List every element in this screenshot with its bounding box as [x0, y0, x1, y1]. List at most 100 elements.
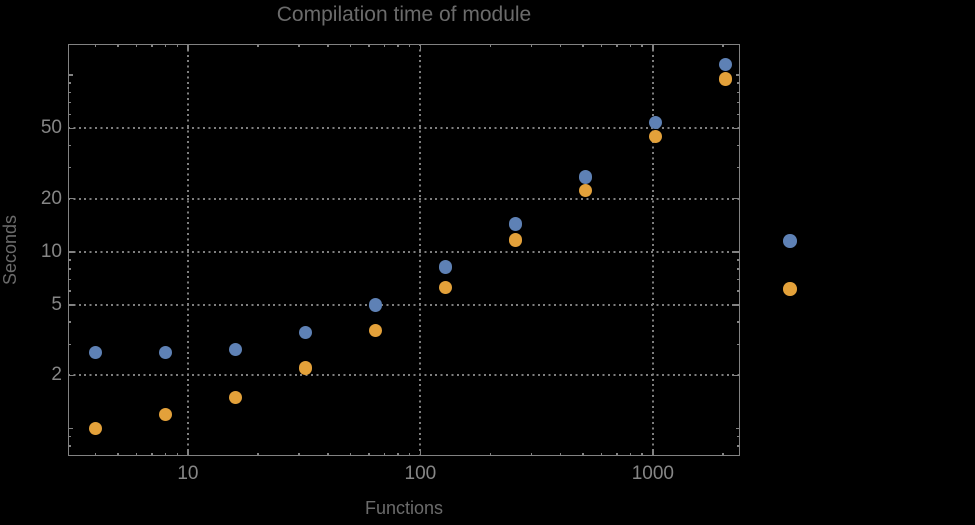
data-point-orange	[648, 129, 663, 144]
x-tick	[652, 450, 654, 456]
y-tick-label: 10	[40, 240, 62, 262]
x-tick	[397, 44, 399, 47]
x-tick-label: 10	[177, 463, 199, 484]
y-tick	[735, 74, 740, 76]
y-tick	[737, 91, 740, 93]
data-point-blue	[158, 345, 173, 360]
y-tick	[68, 278, 71, 280]
legend-marker-orange	[783, 282, 797, 296]
y-tick	[68, 113, 71, 116]
y-tick	[68, 144, 71, 147]
data-point-blue	[648, 115, 663, 130]
y-tick	[737, 101, 740, 104]
x-tick	[151, 453, 153, 456]
y-tick	[68, 290, 71, 292]
y-tick	[735, 427, 740, 430]
x-tick	[176, 44, 178, 47]
data-point-orange	[368, 323, 383, 338]
grid-line-horizontal	[68, 304, 740, 307]
y-tick	[737, 259, 740, 261]
y-tick	[737, 278, 740, 280]
x-tick	[383, 453, 386, 456]
x-tick	[135, 453, 138, 456]
data-point-orange	[718, 72, 732, 86]
y-tick	[68, 101, 71, 104]
data-point-blue	[438, 260, 453, 274]
y-tick	[734, 304, 740, 306]
x-tick	[582, 453, 584, 456]
y-tick	[737, 321, 740, 323]
x-tick	[298, 453, 300, 456]
x-tick	[327, 453, 329, 456]
y-tick	[734, 127, 740, 130]
x-axis-label: Functions	[364, 498, 444, 518]
x-tick	[257, 44, 259, 47]
y-tick	[68, 74, 73, 76]
x-tick	[616, 44, 618, 47]
y-tick	[68, 82, 71, 84]
y-tick	[737, 445, 740, 447]
x-tick	[419, 44, 422, 50]
x-tick	[94, 453, 97, 456]
x-tick	[600, 453, 603, 456]
x-tick	[117, 44, 119, 47]
x-tick	[641, 453, 643, 456]
data-point-blue	[368, 298, 383, 312]
y-tick-label: 5	[51, 294, 62, 316]
grid-line-horizontal	[68, 250, 740, 253]
y-tick	[737, 343, 740, 346]
data-point-orange	[578, 183, 593, 198]
x-tick	[117, 453, 119, 456]
x-tick	[616, 453, 618, 456]
x-tick	[408, 44, 411, 47]
y-tick	[68, 268, 71, 270]
x-tick	[176, 453, 178, 456]
y-tick	[737, 290, 740, 292]
x-tick	[135, 44, 138, 47]
x-tick	[94, 44, 97, 47]
data-point-orange	[228, 390, 243, 405]
y-tick	[737, 166, 740, 169]
x-tick	[397, 453, 399, 456]
y-tick	[734, 197, 740, 200]
y-tick-label: 2	[51, 364, 62, 386]
x-tick	[383, 44, 386, 47]
x-tick	[722, 453, 724, 456]
y-tick	[68, 374, 74, 377]
data-point-blue	[228, 342, 243, 357]
grid-line-horizontal	[68, 197, 740, 200]
x-tick	[298, 44, 300, 47]
x-tick-label: 1000	[631, 463, 674, 484]
x-tick	[349, 44, 352, 47]
grid-line-vertical	[419, 44, 422, 456]
x-tick	[582, 44, 584, 47]
x-tick-label: 100	[404, 463, 437, 484]
grid-line-horizontal	[68, 374, 740, 377]
data-point-orange	[158, 407, 173, 422]
data-point-orange	[298, 361, 313, 375]
y-tick	[68, 197, 74, 200]
x-tick	[151, 44, 153, 47]
y-tick	[68, 91, 71, 93]
y-tick	[68, 304, 74, 306]
y-tick	[68, 435, 71, 438]
x-tick	[187, 44, 189, 50]
x-tick	[559, 453, 562, 456]
chart-title: Compilation time of module	[276, 3, 532, 26]
legend-marker-blue	[783, 234, 797, 248]
x-tick	[489, 453, 492, 456]
x-tick	[629, 44, 632, 47]
y-tick	[734, 374, 740, 377]
grid-line-vertical	[186, 44, 189, 456]
y-tick	[68, 166, 71, 169]
plot-frame	[68, 44, 740, 456]
x-tick	[327, 44, 329, 47]
y-tick	[737, 144, 740, 147]
data-point-orange	[88, 421, 103, 436]
y-tick	[68, 445, 71, 447]
x-tick	[164, 453, 167, 456]
x-tick	[530, 44, 533, 47]
x-tick	[419, 450, 422, 456]
y-tick	[734, 251, 740, 253]
